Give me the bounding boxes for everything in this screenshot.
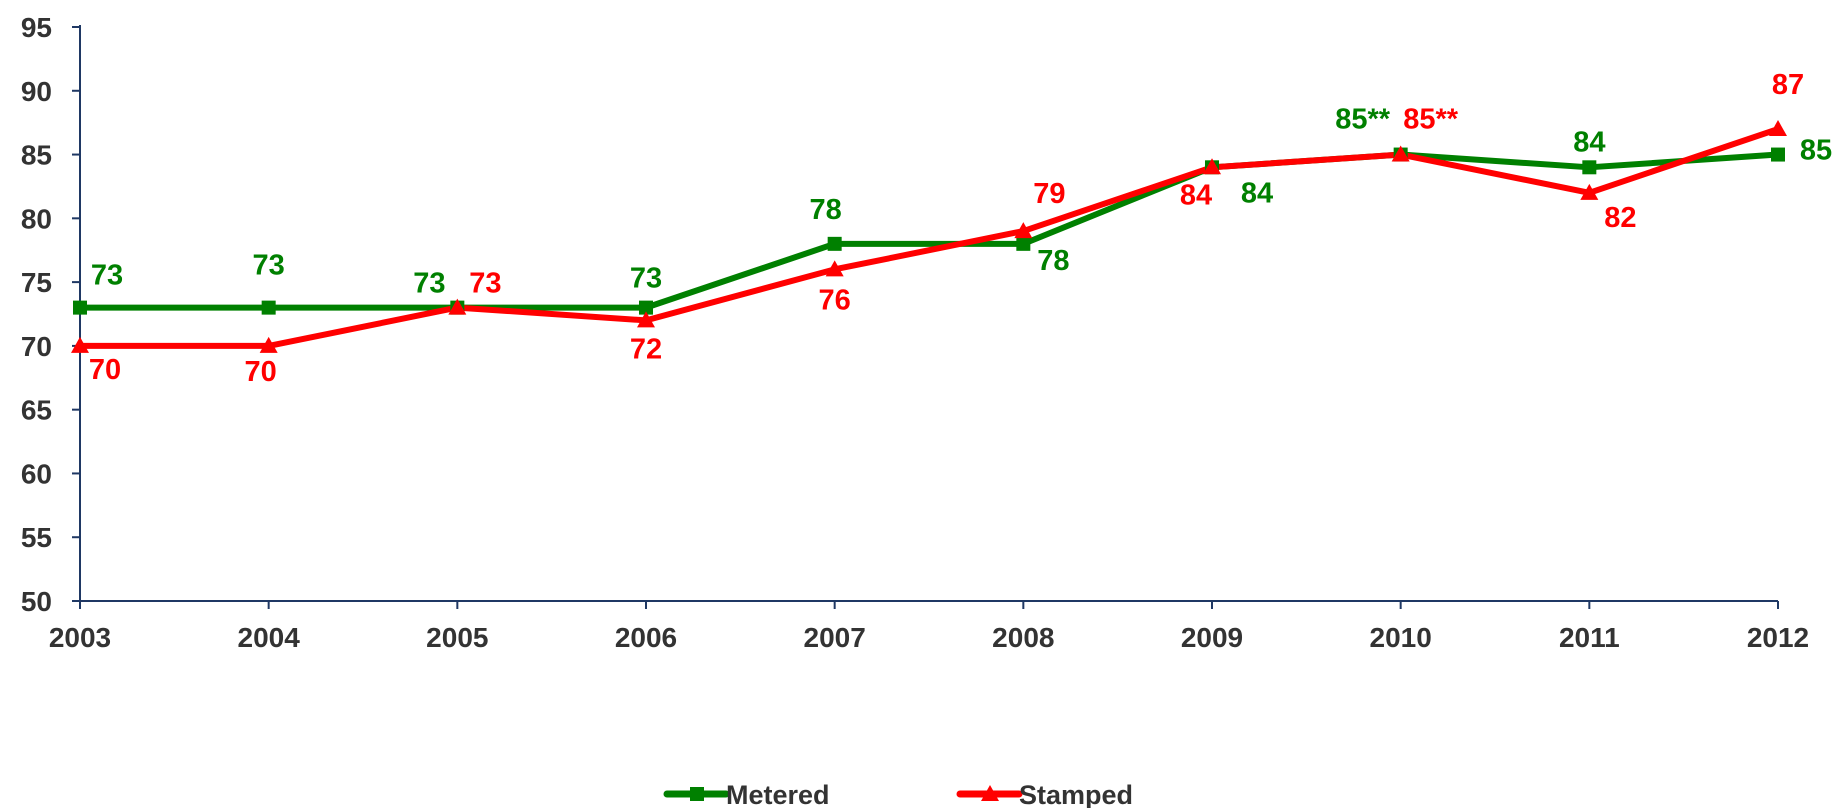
y-tick-label: 90 — [21, 76, 52, 107]
stamped-data-label: 84 — [1180, 179, 1212, 211]
stamped-point — [637, 311, 655, 328]
stamped-point — [1203, 158, 1221, 175]
metered-point — [1771, 147, 1785, 162]
series-markers — [71, 120, 1787, 353]
metered-legend-marker — [690, 787, 704, 801]
metered-data-label: 85 — [1800, 135, 1832, 167]
stamped-data-label: 87 — [1772, 69, 1804, 101]
metered-point — [261, 300, 276, 315]
legend: Metered Stamped — [663, 780, 1133, 808]
metered-line — [77, 151, 1781, 311]
stamped-point — [1580, 183, 1599, 200]
stamped-data-label: 85** — [1403, 104, 1459, 136]
axes: 50 55 60 65 70 75 80 85 90 95 2003 2004 2005 2006 2007… — [21, 12, 1809, 653]
y-tick-label: 75 — [21, 267, 52, 298]
y-tick-label: 65 — [21, 395, 52, 426]
metered-point — [1016, 236, 1031, 251]
x-tick-label: 2010 — [1370, 622, 1432, 653]
stamped-point — [1769, 120, 1787, 137]
metered-legend-label: Metered — [726, 780, 830, 808]
metered-data-label: 73 — [253, 250, 285, 282]
metered-point — [1582, 160, 1597, 175]
y-tick-label: 70 — [21, 331, 52, 362]
x-tick-label: 2005 — [426, 622, 488, 653]
y-tick-label: 80 — [21, 203, 52, 234]
stamped-point — [448, 298, 467, 315]
stamped-data-label: 82 — [1604, 202, 1636, 234]
stamped-point — [825, 260, 844, 277]
stamped-point — [71, 336, 89, 353]
metered-data-label: 73 — [630, 263, 662, 295]
y-tick-label: 95 — [21, 12, 52, 43]
stamped-point — [1391, 145, 1410, 162]
x-tick-label: 2009 — [1181, 622, 1243, 653]
stamped-legend-marker — [981, 785, 999, 801]
stamped-data-label: 72 — [630, 333, 662, 365]
metered-point — [73, 300, 87, 315]
stamped-data-label: 79 — [1033, 178, 1065, 210]
x-tick-label: 2011 — [1559, 622, 1620, 653]
x-tick-label: 2003 — [49, 622, 111, 653]
stamped-line — [77, 126, 1781, 349]
metered-data-label: 73 — [413, 268, 445, 300]
metered-data-label: 78 — [810, 194, 842, 226]
data-labels: 73 73 73 73 78 78 84 85** 84 85 70 70 73 72 76 79 84 85**… — [89, 69, 1832, 388]
metered-data-label: 84 — [1573, 126, 1605, 158]
stamped-data-label: 76 — [819, 284, 851, 316]
metered-point — [827, 236, 842, 251]
stamped-data-label: 70 — [89, 354, 121, 386]
series-lines — [77, 126, 1781, 349]
y-tick-label: 55 — [21, 522, 52, 553]
metered-data-label: 73 — [91, 260, 123, 292]
x-tick-label: 2004 — [238, 622, 301, 653]
x-tick-label: 2012 — [1747, 622, 1809, 653]
stamped-point — [259, 336, 278, 353]
y-tick-label: 50 — [21, 586, 52, 617]
stamped-legend-label: Stamped — [1019, 780, 1133, 808]
y-tick-label: 85 — [21, 140, 52, 171]
metered-data-label: 78 — [1037, 245, 1069, 277]
stamped-data-label: 73 — [469, 268, 501, 300]
metered-data-label: 84 — [1241, 177, 1273, 209]
x-tick-label: 2008 — [992, 622, 1054, 653]
stamped-point — [1014, 222, 1033, 239]
stamped-data-label: 70 — [245, 356, 277, 388]
y-tick-label: 60 — [21, 458, 52, 489]
x-tick-label: 2006 — [615, 622, 677, 653]
metered-point — [639, 300, 653, 315]
x-tick-label: 2007 — [804, 622, 866, 653]
metered-data-label: 85** — [1335, 104, 1391, 136]
